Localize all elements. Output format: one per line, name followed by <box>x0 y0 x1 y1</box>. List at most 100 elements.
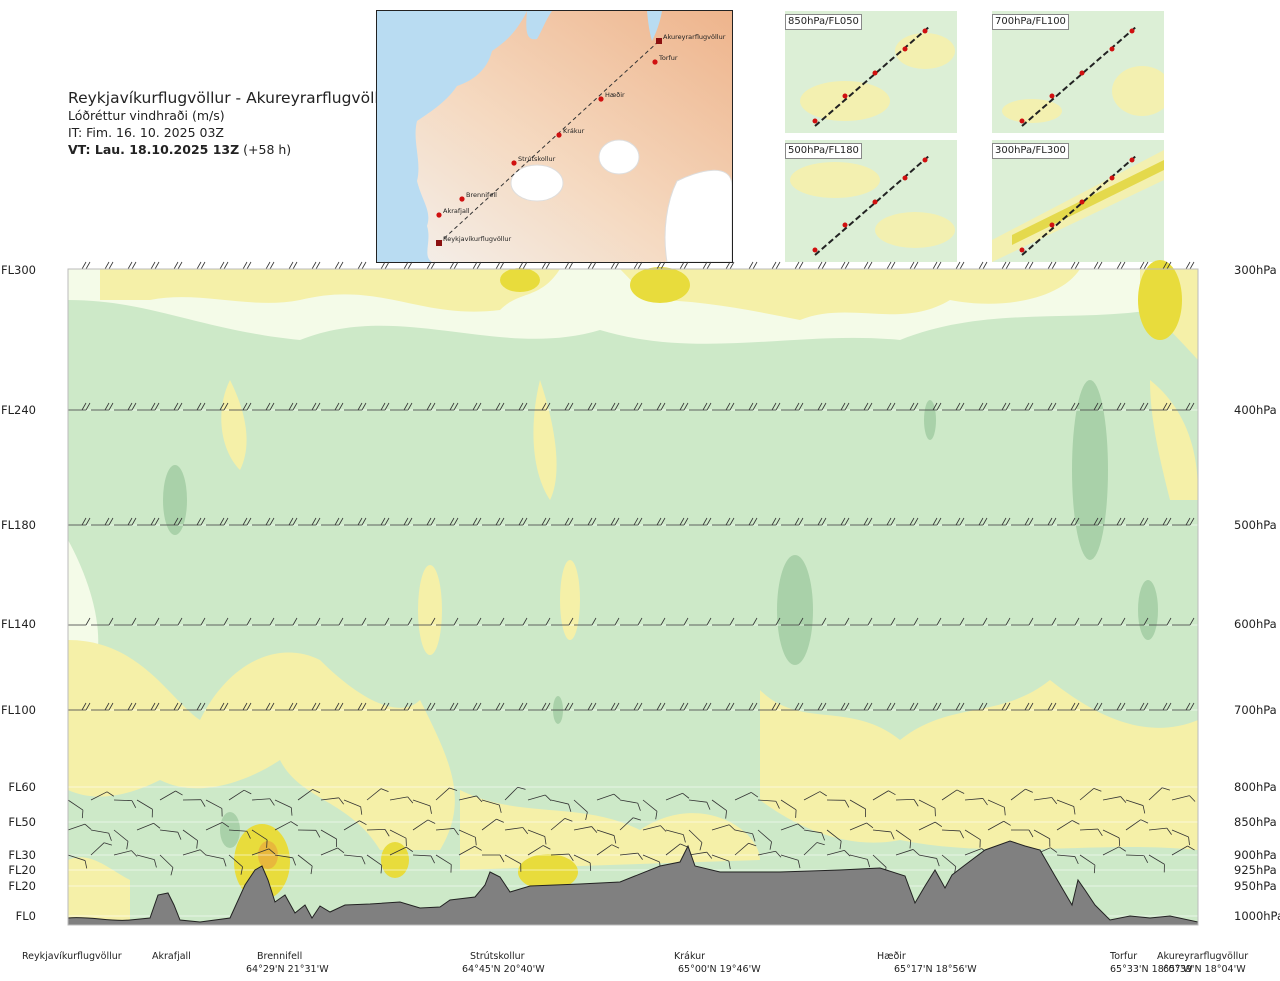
wind-barb <box>458 795 483 803</box>
thumbnail-700[interactable]: 700hPa/FL100 <box>992 11 1164 133</box>
wind-barb <box>343 799 363 815</box>
wind-barb <box>1080 517 1103 526</box>
wind-barb <box>896 261 919 270</box>
wind-barb <box>850 617 873 626</box>
wind-barb <box>895 849 920 856</box>
wind-barb <box>735 261 758 270</box>
wind-barb <box>228 789 252 801</box>
pressure-label: 800hPa <box>1234 780 1277 794</box>
wind-barb <box>643 517 666 526</box>
wind-barb <box>482 261 505 270</box>
wind-barb <box>781 517 804 526</box>
wind-barb <box>321 617 344 626</box>
wind-barb <box>666 402 689 411</box>
fl-label: FL140 <box>1 617 36 631</box>
wind-barb <box>803 791 827 801</box>
wind-barb <box>482 517 505 526</box>
pressure-label: 1000hPa <box>1234 909 1280 923</box>
wind-barb <box>1126 517 1149 526</box>
wind-barb <box>481 818 504 831</box>
wind-barb <box>573 799 588 821</box>
wind-barb <box>252 402 275 411</box>
wind-barb <box>850 702 873 711</box>
wind-barb <box>550 799 572 812</box>
wind-barb <box>964 798 988 806</box>
wind-barb <box>735 617 758 626</box>
wind-barb <box>528 702 551 711</box>
wind-barb <box>504 854 522 872</box>
wind-barb <box>1149 402 1172 411</box>
wind-barb <box>459 617 482 626</box>
wind-barb <box>1057 617 1080 626</box>
wind-barb <box>873 261 896 270</box>
wind-barb <box>758 402 781 411</box>
wind-barb <box>1080 617 1103 626</box>
wind-barb <box>505 702 528 711</box>
wind-barb <box>734 792 759 801</box>
wind-barb <box>1125 819 1149 831</box>
wind-barb <box>206 702 229 711</box>
wind-barb <box>619 852 643 860</box>
wind-barb <box>274 799 293 816</box>
wind-barb <box>136 854 157 868</box>
wind-barb <box>183 261 206 270</box>
wind-barb <box>275 261 298 270</box>
wind-barb <box>91 702 114 711</box>
wind-barb <box>551 517 574 526</box>
map-waypoint-marker <box>436 212 442 218</box>
wind-barb <box>412 799 432 814</box>
waypoint-label: Krákur <box>674 951 706 962</box>
wind-barb <box>251 829 268 848</box>
wind-barb <box>412 854 435 864</box>
fl-label: FL60 <box>8 780 36 794</box>
wind-barb <box>68 617 91 626</box>
wind-barb <box>596 844 620 856</box>
waypoint-label: Brennifell <box>257 951 303 962</box>
thumbnail-500[interactable]: 500hPa/FL180 <box>785 140 957 262</box>
wind-barb <box>735 402 758 411</box>
wind-barb <box>872 829 895 840</box>
waypoint-coord: 64°29'N 21°31'W <box>246 964 329 975</box>
wind-barb <box>413 702 436 711</box>
wind-barb <box>919 617 942 626</box>
thumbnail-850[interactable]: 850hPa/FL050 <box>785 11 957 133</box>
map-waypoint-marker <box>511 160 517 166</box>
wind-barb <box>965 402 988 411</box>
wind-barb <box>688 851 713 859</box>
wind-barb <box>413 402 436 411</box>
thumbnail-500-image <box>785 140 957 262</box>
wind-barb <box>803 829 826 841</box>
wind-barb <box>1010 788 1033 801</box>
wind-barb <box>574 517 597 526</box>
wind-barb <box>803 842 825 856</box>
wind-barb <box>1125 854 1149 863</box>
wind-barb <box>435 854 452 873</box>
wind-barb <box>504 827 529 835</box>
wind-barb <box>712 402 735 411</box>
pressure-label: 600hPa <box>1234 617 1277 631</box>
wind-barb <box>643 402 666 411</box>
fl-label: FL50 <box>8 815 36 829</box>
wind-barb <box>1011 517 1034 526</box>
wind-barb <box>1079 828 1103 837</box>
wind-barb <box>275 517 298 526</box>
wind-barb <box>1057 402 1080 411</box>
wind-barb <box>320 847 345 856</box>
wind-barb <box>758 617 781 626</box>
wind-barb <box>367 261 390 270</box>
wind-barb <box>298 402 321 411</box>
wind-barb <box>942 517 965 526</box>
wind-barb <box>1056 799 1076 815</box>
wind-barb <box>620 702 643 711</box>
wind-barb <box>918 799 936 817</box>
wind-barb <box>804 517 827 526</box>
wind-barb <box>527 845 551 856</box>
thumbnail-300[interactable]: 300hPa/FL300 <box>992 140 1164 262</box>
wind-barb <box>896 702 919 711</box>
wind-barb <box>182 829 198 849</box>
wind-barb <box>988 617 1011 626</box>
wind-barb <box>688 829 703 851</box>
wind-barb <box>919 402 942 411</box>
wind-barb <box>850 402 873 411</box>
wind-barb <box>389 796 414 804</box>
